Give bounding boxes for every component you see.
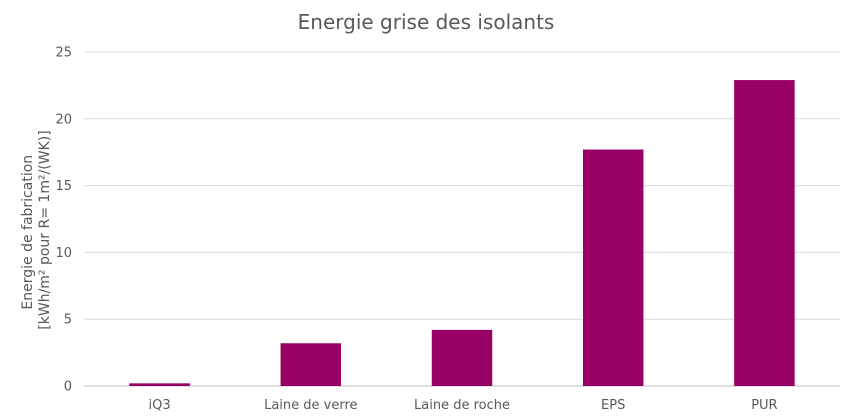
gridlines: [84, 51, 840, 387]
x-tick-label: EPS: [601, 398, 625, 413]
y-axis-label-line-2: [kWh/m² pour R= 1m²/(WK)]: [37, 130, 53, 329]
y-axis-label: Energie de fabrication [kWh/m² pour R= 1…: [20, 130, 53, 329]
y-tick-label: 25: [55, 46, 72, 61]
bar: [431, 329, 493, 386]
y-axis-label-line-1: Energie de fabrication: [20, 155, 36, 310]
x-tick-label: iQ3: [149, 398, 171, 413]
bars: [129, 80, 795, 386]
x-axis-ticks: iQ3 Laine de verre Laine de roche EPS PUR: [149, 398, 778, 413]
bar: [734, 80, 795, 386]
x-tick-label: PUR: [751, 398, 777, 413]
y-axis-ticks: 0 5 10 15 20 25: [55, 46, 72, 395]
y-tick-label: 15: [55, 179, 72, 194]
bar: [129, 383, 190, 386]
x-tick-label: Laine de roche: [414, 398, 510, 413]
bar: [280, 343, 342, 386]
bar: [582, 149, 644, 386]
chart-title: Energie grise des isolants: [298, 10, 555, 34]
y-tick-label: 0: [64, 380, 72, 395]
y-tick-label: 10: [55, 246, 72, 261]
y-tick-label: 5: [64, 313, 72, 328]
x-tick-label: Laine de verre: [264, 398, 357, 413]
y-tick-label: 20: [55, 112, 72, 127]
